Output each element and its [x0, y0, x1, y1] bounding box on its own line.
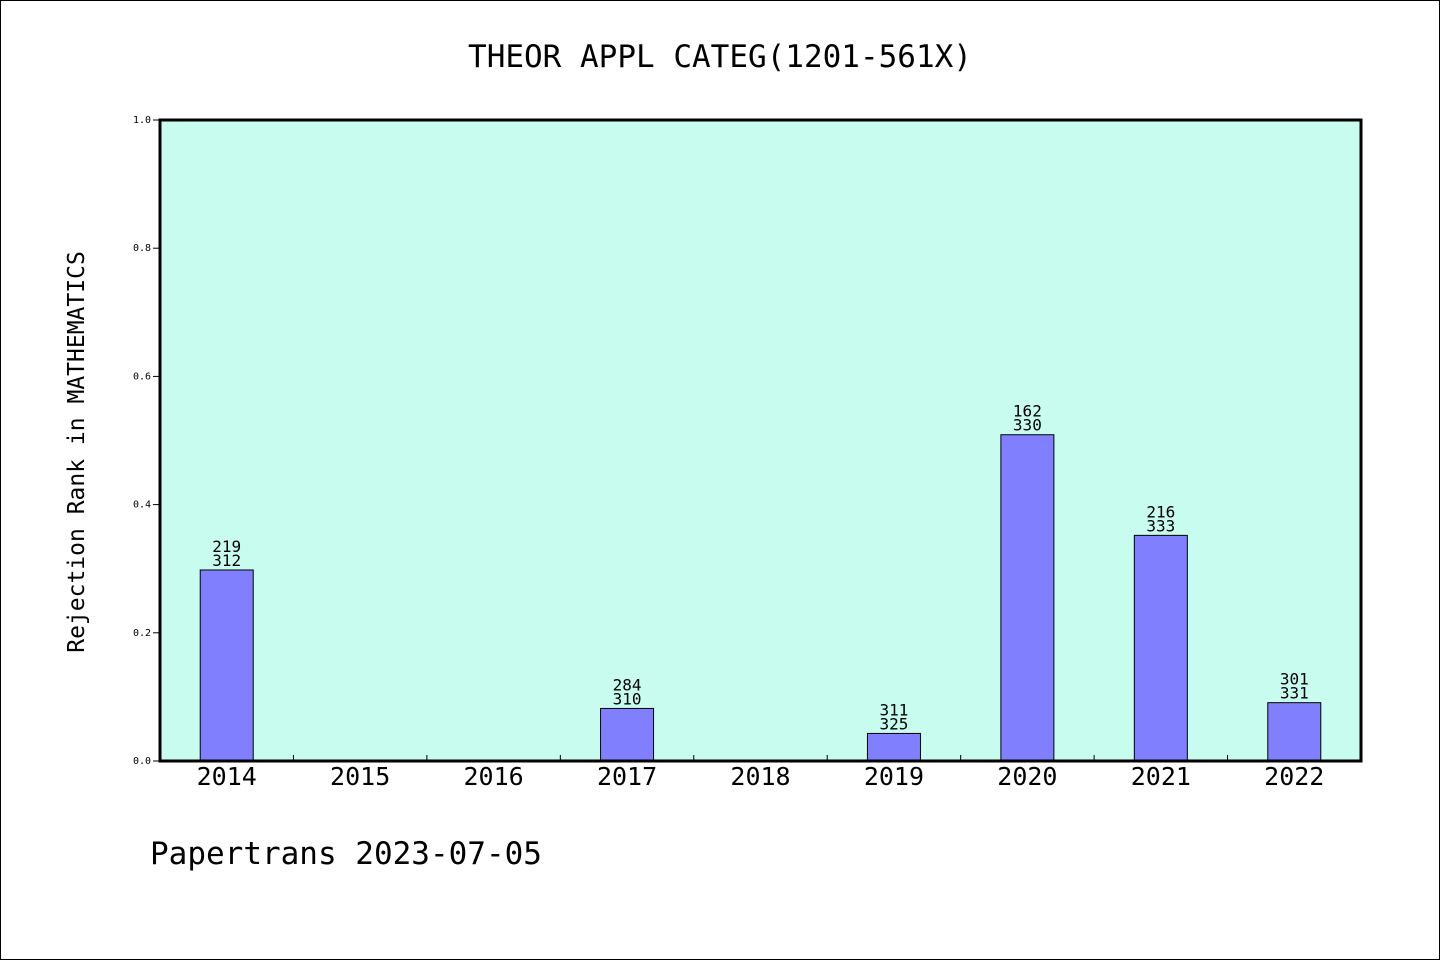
bars-group: [199, 434, 1322, 762]
x-tick-label: 2015: [330, 762, 390, 791]
x-tick-label: 2020: [997, 762, 1057, 791]
y-tick-label: 1.0: [133, 115, 151, 126]
chart-title: THEOR APPL CATEG(1201-561X): [468, 39, 972, 75]
bar-label-2021-1: 216: [1146, 502, 1175, 521]
x-tick-label: 2016: [464, 762, 524, 791]
bar-label-2020-1: 162: [1013, 402, 1042, 421]
bar-label-2014-2: 312: [212, 551, 241, 570]
bar-label-2019-1: 311: [879, 700, 908, 719]
bar-2022: [1267, 702, 1322, 762]
x-tick-label: 2014: [197, 762, 257, 791]
bar-2014: [199, 569, 254, 762]
bar-label-2017-2: 310: [613, 689, 642, 708]
bar-label-2017-1: 284: [613, 675, 642, 694]
bar-2017: [600, 707, 655, 762]
bar-label-2019-2: 325: [879, 714, 908, 733]
footer-text: Papertrans 2023-07-05: [150, 836, 542, 872]
y-axis-ticks: 0.0 0.2 0.4 0.6 0.8 1.0: [133, 115, 160, 767]
x-tick-label: 2022: [1264, 762, 1324, 791]
bar-label-2022-2: 331: [1280, 684, 1309, 703]
x-tick-label: 2017: [597, 762, 657, 791]
bar-label-2020-2: 330: [1013, 416, 1042, 435]
bar-label-2021-2: 333: [1146, 516, 1175, 535]
bar-label-2022-1: 301: [1280, 670, 1309, 689]
x-axis-ticks: 2014 2015 2016 2017 2018 2019 2020 2021 2022: [197, 755, 1324, 791]
bar-2020: [1000, 434, 1055, 762]
x-tick-label: 2019: [864, 762, 924, 791]
y-tick-label: 0.6: [133, 371, 151, 382]
y-tick-label: 0.2: [133, 628, 151, 639]
y-tick-label: 0.8: [133, 243, 151, 254]
y-axis-label: Rejection Rank in MATHEMATICS: [64, 251, 90, 653]
y-tick-label: 0.0: [133, 756, 151, 767]
y-tick-label: 0.4: [133, 500, 151, 511]
x-tick-label: 2021: [1131, 762, 1191, 791]
bar-2021: [1133, 534, 1188, 762]
bar-label-2014-1: 219: [212, 537, 241, 556]
x-tick-label: 2018: [730, 762, 790, 791]
plot-border: [158, 118, 1363, 763]
bar-2019: [866, 732, 921, 762]
